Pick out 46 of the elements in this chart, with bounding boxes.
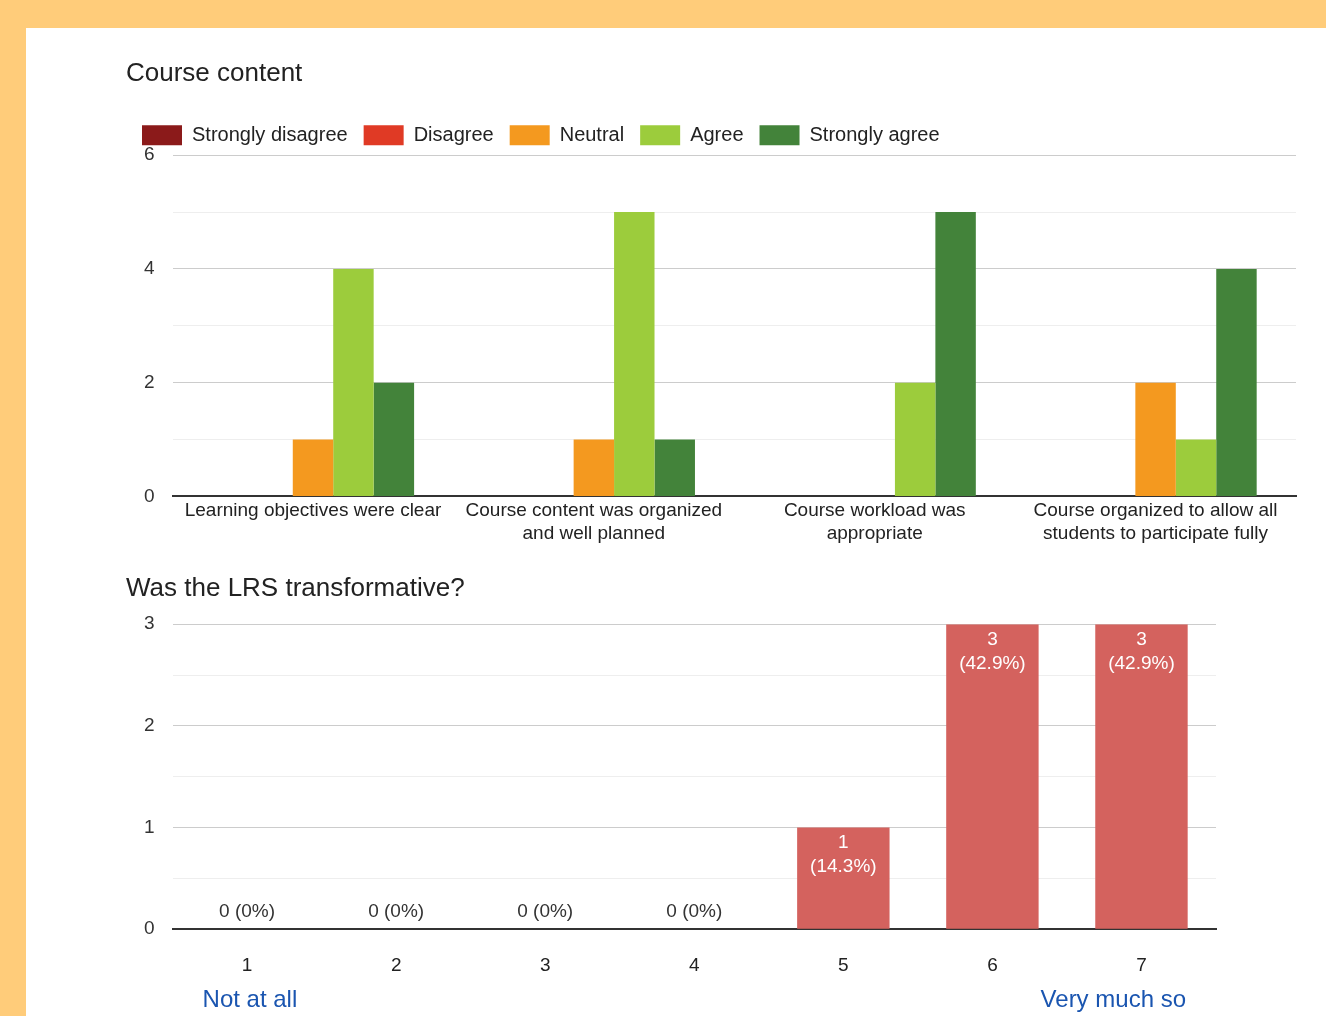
bar xyxy=(1216,268,1257,496)
text: Very much so xyxy=(1040,984,1186,1012)
y-tick-label: 0 xyxy=(143,917,155,939)
bar xyxy=(1135,382,1176,496)
x-tick-label: 3 xyxy=(539,953,551,975)
x-tick-label: 4 xyxy=(688,953,700,975)
data-label: 0 (0%) xyxy=(219,899,276,921)
x-tick-label: 7 xyxy=(1136,953,1147,975)
x-tick-label: Course workload was appropriate xyxy=(783,499,966,543)
data-label: 3 (42.9%) xyxy=(959,627,1026,673)
legend-label: Strongly disagree xyxy=(192,122,348,145)
data-label: 0 (0%) xyxy=(368,899,425,921)
chart-title: Course content xyxy=(126,56,304,87)
y-tick-label: 3 xyxy=(143,612,155,634)
bar xyxy=(373,382,415,496)
data-label: 1 (14.3%) xyxy=(810,831,877,877)
bar xyxy=(654,439,695,496)
y-tick-label: 4 xyxy=(143,257,155,279)
x-tick-label: Course organized to allow all students to participate fully xyxy=(1033,499,1278,543)
data-label: 3 (42.9%) xyxy=(1108,627,1175,673)
bar xyxy=(614,212,655,496)
x-tick-label: 1 xyxy=(241,953,253,975)
legend-label: Disagree xyxy=(413,122,494,145)
bar xyxy=(573,439,615,496)
x-tick-label: 2 xyxy=(390,953,402,975)
legend-label: Neutral xyxy=(559,122,625,145)
y-tick-label: 2 xyxy=(143,714,155,736)
bar xyxy=(894,382,936,496)
bar xyxy=(333,268,374,496)
y-tick-label: 2 xyxy=(143,370,155,392)
bar xyxy=(292,439,334,496)
bar xyxy=(1175,439,1217,496)
chart-title: Was the LRS transformative? xyxy=(126,571,465,602)
legend-label: Strongly agree xyxy=(809,122,940,145)
bar xyxy=(935,212,976,496)
y-tick-label: 1 xyxy=(143,815,155,837)
text: Not at all xyxy=(202,984,298,1012)
legend-label: Agree xyxy=(690,122,744,145)
x-tick-label: Course content was organized and well planned xyxy=(465,499,723,543)
x-tick-label: 5 xyxy=(838,953,849,975)
y-tick-label: 0 xyxy=(143,484,155,506)
data-label: 0 (0%) xyxy=(666,899,723,921)
x-tick-label: 6 xyxy=(987,953,998,975)
data-label: 0 (0%) xyxy=(517,899,574,921)
x-tick-label: Learning objectives were clear xyxy=(184,499,442,521)
y-tick-label: 6 xyxy=(143,143,155,165)
